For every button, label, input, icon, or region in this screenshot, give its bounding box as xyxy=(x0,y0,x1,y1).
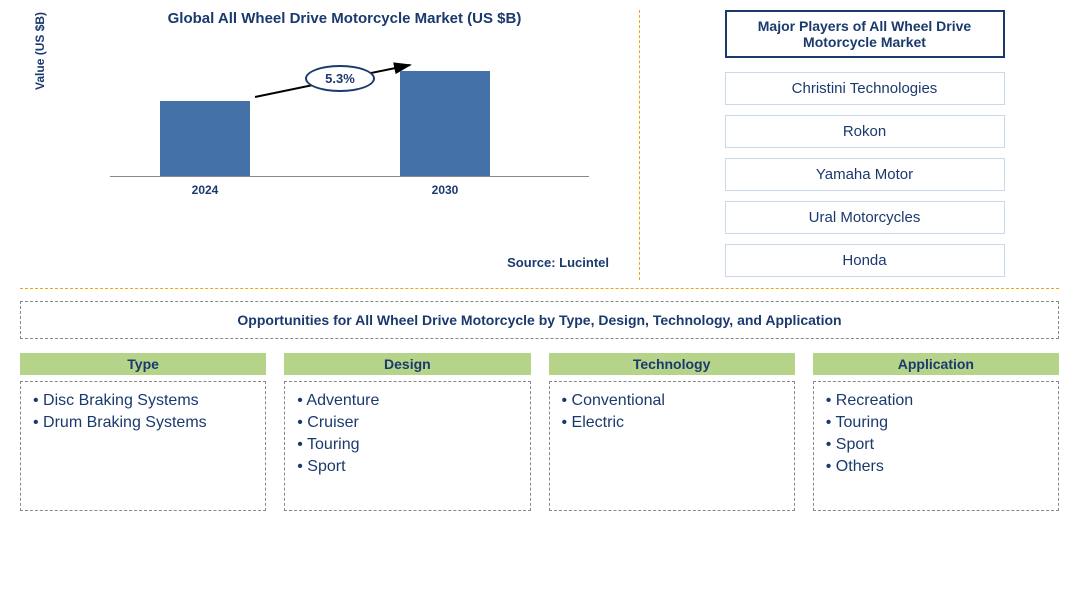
category-application: Application • Recreation • Touring • Spo… xyxy=(813,353,1059,511)
category-header: Application xyxy=(813,353,1059,375)
x-label-2024: 2024 xyxy=(160,183,250,197)
list-item: • Cruiser xyxy=(297,412,517,434)
chart-source: Source: Lucintel xyxy=(507,255,609,270)
y-axis-label: Value (US $B) xyxy=(33,12,47,90)
item-text: Drum Braking Systems xyxy=(43,414,207,431)
list-item: • Electric xyxy=(562,412,782,434)
item-text: Touring xyxy=(836,414,888,431)
list-item: • Touring xyxy=(297,434,517,456)
top-section: Global All Wheel Drive Motorcycle Market… xyxy=(20,10,1059,280)
category-items: • Conventional • Electric xyxy=(549,381,795,511)
list-item: • Drum Braking Systems xyxy=(33,412,253,434)
list-item: • Sport xyxy=(826,434,1046,456)
category-items: • Adventure • Cruiser • Touring • Sport xyxy=(284,381,530,511)
item-text: Touring xyxy=(307,436,359,453)
list-item: • Others xyxy=(826,456,1046,478)
category-design: Design • Adventure • Cruiser • Touring •… xyxy=(284,353,530,511)
item-text: Recreation xyxy=(836,392,913,409)
category-header: Type xyxy=(20,353,266,375)
list-item: • Adventure xyxy=(297,390,517,412)
category-items: • Recreation • Touring • Sport • Others xyxy=(813,381,1059,511)
category-header: Technology xyxy=(549,353,795,375)
category-header: Design xyxy=(284,353,530,375)
player-item: Yamaha Motor xyxy=(725,158,1005,191)
bar-chart: Value (US $B) 5.3% 2024 2 xyxy=(110,37,589,207)
category-items: • Disc Braking Systems • Drum Braking Sy… xyxy=(20,381,266,511)
opportunities-title: Opportunities for All Wheel Drive Motorc… xyxy=(20,301,1059,339)
categories-row: Type • Disc Braking Systems • Drum Braki… xyxy=(20,353,1059,511)
player-item: Rokon xyxy=(725,115,1005,148)
list-item: • Disc Braking Systems xyxy=(33,390,253,412)
chart-area: Global All Wheel Drive Motorcycle Market… xyxy=(20,10,640,280)
bar-2024 xyxy=(160,101,250,176)
list-item: • Recreation xyxy=(826,390,1046,412)
item-text: Others xyxy=(836,458,884,475)
player-item: Honda xyxy=(725,244,1005,277)
x-axis-labels: 2024 2030 xyxy=(110,177,589,202)
growth-annotation: 5.3% xyxy=(265,65,415,92)
category-type: Type • Disc Braking Systems • Drum Braki… xyxy=(20,353,266,511)
x-label-2030: 2030 xyxy=(400,183,490,197)
item-text: Conventional xyxy=(572,392,665,409)
list-item: • Conventional xyxy=(562,390,782,412)
list-item: • Touring xyxy=(826,412,1046,434)
item-text: Cruiser xyxy=(307,414,359,431)
horizontal-divider xyxy=(20,288,1059,289)
category-technology: Technology • Conventional • Electric xyxy=(549,353,795,511)
item-text: Disc Braking Systems xyxy=(43,392,199,409)
player-item: Christini Technologies xyxy=(725,72,1005,105)
major-players-panel: Major Players of All Wheel Drive Motorcy… xyxy=(640,10,1059,280)
item-text: Electric xyxy=(572,414,624,431)
growth-rate-label: 5.3% xyxy=(305,65,375,92)
list-item: • Sport xyxy=(297,456,517,478)
bar-2030 xyxy=(400,71,490,176)
player-item: Ural Motorcycles xyxy=(725,201,1005,234)
item-text: Adventure xyxy=(306,392,379,409)
players-title: Major Players of All Wheel Drive Motorcy… xyxy=(725,10,1005,58)
chart-title: Global All Wheel Drive Motorcycle Market… xyxy=(60,10,629,27)
chart-plot: 5.3% xyxy=(110,37,589,177)
item-text: Sport xyxy=(836,436,874,453)
item-text: Sport xyxy=(307,458,345,475)
